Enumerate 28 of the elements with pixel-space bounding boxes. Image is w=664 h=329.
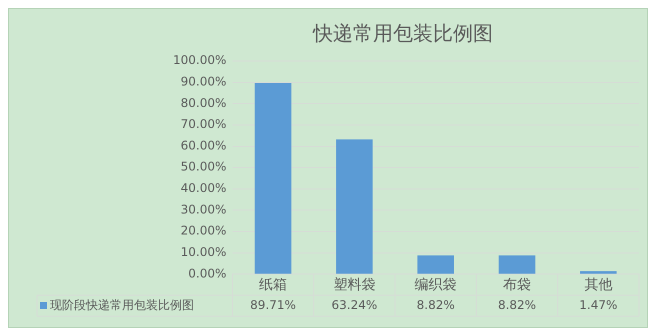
x-tick-label: 塑料袋: [333, 277, 376, 294]
chart-title: 快递常用包装比例图: [312, 21, 493, 46]
bar: [417, 255, 454, 274]
y-tick-label: 30.00%: [180, 202, 226, 216]
x-tick-label: 编织袋: [414, 277, 457, 294]
data-label: 89.71%: [250, 298, 296, 312]
y-tick-label: 60.00%: [180, 138, 226, 152]
data-label: 1.47%: [579, 298, 618, 312]
y-tick-label: 20.00%: [180, 224, 226, 238]
x-tick-label: 纸箱: [259, 277, 288, 294]
y-tick-label: 80.00%: [180, 96, 226, 110]
y-tick-label: 40.00%: [180, 181, 226, 196]
y-tick-label: 90.00%: [180, 74, 226, 88]
bar: [498, 255, 536, 274]
y-tick-label: 50.00%: [180, 160, 226, 174]
data-label: 8.82%: [416, 298, 455, 312]
bar: [336, 139, 373, 274]
data-label: 63.24%: [331, 298, 378, 312]
bar: [580, 271, 617, 274]
y-tick-label: 70.00%: [180, 117, 226, 132]
x-tick-label: 布袋: [503, 277, 532, 294]
x-tick-label: 其他: [584, 277, 612, 294]
y-tick-label: 10.00%: [180, 245, 226, 260]
y-tick-label: 100.00%: [173, 53, 226, 68]
legend-label: 现阶段快递常用包装比例图: [50, 297, 194, 314]
bar: [254, 82, 292, 274]
data-label: 8.82%: [498, 298, 536, 312]
y-tick-label: 0.00%: [188, 266, 226, 280]
